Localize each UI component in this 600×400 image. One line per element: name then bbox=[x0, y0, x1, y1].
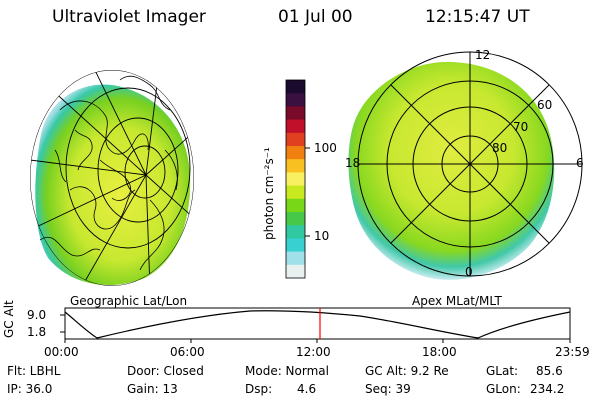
timeline-ytick-1-8: 1.8 bbox=[27, 325, 47, 339]
colorbar-segment bbox=[286, 80, 305, 94]
altitude-timeline bbox=[60, 307, 571, 343]
door-status: Door: Closed bbox=[127, 364, 204, 378]
glon-label: GLon: bbox=[486, 382, 521, 396]
instrument-title: Ultraviolet Imager bbox=[52, 7, 206, 27]
coastlines bbox=[39, 75, 178, 271]
mlt-label-6: 6 bbox=[576, 156, 584, 170]
geo-grid bbox=[30, 70, 194, 286]
mlt-label-18: 18 bbox=[345, 156, 361, 170]
colorbar-segment bbox=[286, 212, 305, 226]
mode-status: Mode: Normal bbox=[245, 364, 329, 378]
colorbar-segment bbox=[286, 146, 305, 160]
timeline-xtick-0600: 06:00 bbox=[170, 345, 205, 359]
seq-status: Seq: 39 bbox=[365, 382, 411, 396]
glat-value: 85.6 bbox=[536, 364, 563, 378]
timeline-xtick-1800: 18:00 bbox=[422, 345, 457, 359]
colorbar-segment bbox=[286, 119, 305, 134]
mlat-label-80: 80 bbox=[492, 141, 508, 155]
geographic-panel bbox=[30, 70, 194, 286]
dsp-label: Dsp: bbox=[245, 382, 273, 396]
colorbar-segment bbox=[286, 238, 305, 253]
colorbar-frame bbox=[285, 79, 306, 279]
colorbar-segment bbox=[286, 225, 305, 239]
gain-status: Gain: 13 bbox=[127, 382, 178, 396]
colorbar-tick-100: 100 bbox=[314, 141, 337, 155]
glon-value: 234.2 bbox=[530, 382, 565, 396]
geo-auroral-image bbox=[35, 84, 191, 286]
mlat-label-70: 70 bbox=[513, 120, 529, 134]
apex-auroral-image bbox=[348, 61, 555, 280]
time-label: 12:15:47 UT bbox=[425, 7, 530, 27]
mlt-label-12: 12 bbox=[475, 48, 491, 62]
colorbar-segment bbox=[286, 198, 305, 213]
colorbar bbox=[286, 80, 305, 279]
apex-panel bbox=[348, 51, 583, 280]
colorbar-segment bbox=[286, 106, 305, 121]
dsp-value: 4.6 bbox=[297, 382, 317, 396]
colorbar-segment bbox=[286, 185, 305, 200]
geo-caption: Geographic Lat/Lon bbox=[70, 294, 188, 308]
colorbar-segment bbox=[286, 251, 305, 266]
timeline-ytick-9: 9.0 bbox=[27, 308, 47, 322]
date-label: 01 Jul 00 bbox=[278, 7, 353, 27]
apex-caption: Apex MLat/MLT bbox=[412, 294, 502, 308]
apex-grid bbox=[357, 51, 583, 277]
timeline-axis-label: GC Alt bbox=[2, 300, 16, 338]
colorbar-segment bbox=[286, 159, 305, 173]
timeline-xtick-1200: 12:00 bbox=[296, 345, 331, 359]
glat-label: GLat: bbox=[486, 364, 519, 378]
colorbar-segment bbox=[286, 264, 305, 279]
ip-status: IP: 36.0 bbox=[7, 382, 53, 396]
gc-alt-status: GC Alt: 9.2 Re bbox=[365, 364, 449, 378]
timeline-xtick-0000: 00:00 bbox=[44, 345, 79, 359]
altitude-curve bbox=[64, 310, 571, 339]
colorbar-segment bbox=[286, 172, 305, 187]
colorbar-segment bbox=[286, 132, 305, 147]
colorbar-segment bbox=[286, 93, 305, 107]
filter-status: Flt: LBHL bbox=[7, 364, 61, 378]
mlt-label-0: 0 bbox=[465, 265, 473, 279]
colorbar-unit-label: photon cm⁻²s⁻¹ bbox=[262, 147, 276, 240]
mlat-label-60: 60 bbox=[537, 98, 553, 112]
timeline-xtick-2359: 23:59 bbox=[555, 345, 590, 359]
colorbar-tick-10: 10 bbox=[314, 229, 330, 243]
